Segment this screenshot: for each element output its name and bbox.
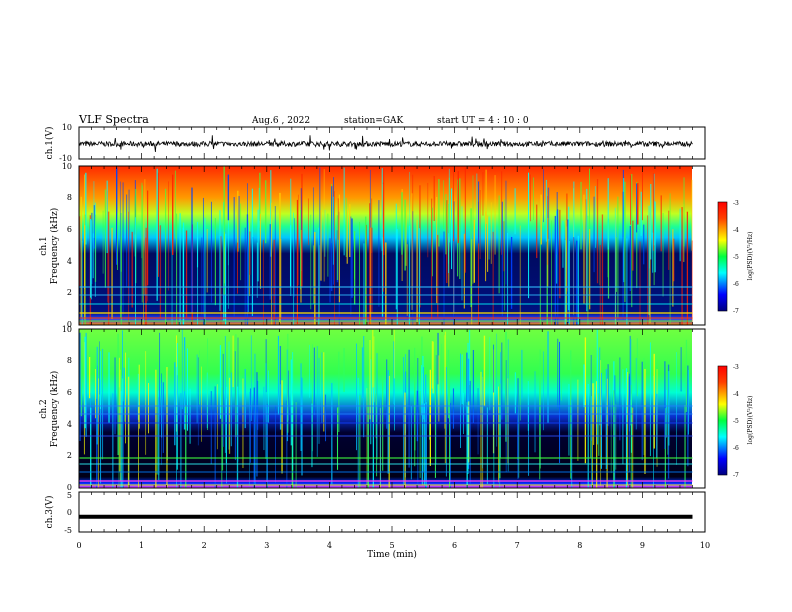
- x-tick-label: 3: [264, 541, 269, 550]
- ch1-waveform-panel: 10 -10 ch.1(V): [44, 123, 706, 163]
- ch1-ytick-top: 10: [62, 123, 72, 132]
- x-tick-label: 5: [389, 541, 394, 550]
- ch1-spec-features: [79, 166, 693, 325]
- spec1-ytick-2: 2: [67, 288, 72, 297]
- ch1-ticks: [78, 127, 706, 159]
- x-tick-label: 1: [139, 541, 144, 550]
- x-tick-label: 6: [452, 541, 457, 550]
- x-axis-label: Time (min): [367, 549, 417, 560]
- cb2-tick-m6: -6: [733, 445, 739, 452]
- ch2-spec-ticks: [78, 329, 706, 488]
- figure-title: VLF Spectra: [78, 113, 149, 126]
- ch3-waveform-panel: 5 0 -5 ch.3(V): [44, 491, 706, 535]
- ch2-colorbar: [717, 365, 728, 476]
- x-tick-label: 4: [327, 541, 332, 550]
- ch1-colorbar: [717, 201, 728, 312]
- spec2-ytick-0: 0: [67, 483, 72, 492]
- cb2-tick-m4: -4: [733, 391, 739, 398]
- cb2-tick-m5: -5: [733, 418, 739, 425]
- spec1-ytick-8: 8: [67, 193, 72, 202]
- ch3-ylabel: ch.3(V): [44, 496, 55, 529]
- ch2-spec-features: [79, 329, 693, 488]
- x-tick-label: 9: [640, 541, 645, 550]
- spec2-ytick-10: 10: [62, 325, 72, 334]
- x-axis-tick-labels: 0 1 2 3 4 5 6 7 8 9 10: [76, 541, 710, 550]
- x-tick-label: 7: [515, 541, 520, 550]
- ch1-ytick-bottom: -10: [59, 154, 72, 163]
- spec1-ytick-6: 6: [67, 225, 72, 234]
- x-tick-label: 10: [700, 541, 710, 550]
- ch3-ytick-0: 0: [67, 508, 72, 517]
- station-label: station=GAK: [344, 116, 404, 126]
- spec1-ytick-0: 0: [67, 320, 72, 329]
- spec2-ylabel-ch: ch.2: [39, 399, 49, 418]
- cb1-tick-m7: -7: [733, 308, 739, 315]
- spec1-ytick-10: 10: [62, 162, 72, 171]
- start-time-label: start UT = 4 : 10 : 0: [437, 116, 529, 126]
- ch3-ytick-m5: -5: [64, 526, 72, 535]
- ch1-signal-line: [78, 135, 693, 153]
- ch1-ylabel: ch.1(V): [44, 127, 55, 160]
- ch1-spectrogram-panel: 0 2 4 6 8 10 ch.1 Frequency (kHz) -3 -4 …: [39, 162, 754, 329]
- ch1-spec-ticks: [78, 166, 706, 325]
- spec1-ylabel-freq: Frequency (kHz): [49, 208, 60, 285]
- date-label: Aug.6 , 2022: [251, 116, 310, 126]
- spec1-ytick-4: 4: [67, 257, 72, 266]
- x-tick-label: 2: [202, 541, 207, 550]
- cb1-tick-m4: -4: [733, 227, 739, 234]
- cb1-tick-m6: -6: [733, 281, 739, 288]
- spec2-ytick-2: 2: [67, 451, 72, 460]
- spec1-ylabel-ch: ch.1: [39, 236, 49, 255]
- cb2-tick-m3: -3: [733, 364, 739, 371]
- spec2-ytick-8: 8: [67, 356, 72, 365]
- cb1-tick-m3: -3: [733, 200, 739, 207]
- spec2-ylabel-freq: Frequency (kHz): [49, 371, 60, 448]
- spec2-ytick-4: 4: [67, 420, 72, 429]
- cb1-tick-m5: -5: [733, 254, 739, 261]
- x-tick-label: 8: [577, 541, 582, 550]
- cb1-label: log(PSD)(V²/Hz): [747, 232, 754, 281]
- cb2-tick-m7: -7: [733, 472, 739, 479]
- cb2-label: log(PSD)(V²/Hz): [747, 396, 754, 445]
- spec2-ytick-6: 6: [67, 388, 72, 397]
- x-tick-label: 0: [76, 541, 81, 550]
- ch2-spectrogram-panel: 0 2 4 6 8 10 ch.2 Frequency (kHz) -3 -4 …: [39, 325, 754, 492]
- ch3-ytick-5: 5: [67, 491, 72, 500]
- ch3-ticks: [78, 492, 706, 532]
